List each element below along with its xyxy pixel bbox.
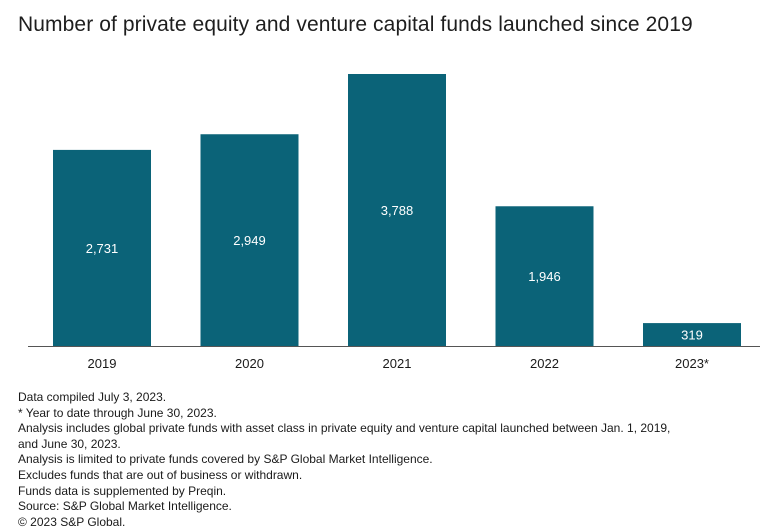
bar-chart: 2,731 2019 2,949 2020 3,788 2021 1,946 2022 319 2…	[28, 74, 760, 371]
data-label: 2,731	[86, 241, 119, 256]
bar-2020	[200, 134, 299, 346]
note-line: Analysis is limited to private funds cov…	[18, 452, 433, 467]
x-tick-label: 2019	[88, 356, 117, 371]
data-label: 1,946	[528, 269, 561, 284]
bar-2021	[348, 74, 446, 346]
x-tick-label: 2022	[530, 356, 559, 371]
note-line: Excludes funds that are out of business …	[18, 467, 303, 482]
note-line: and June 30, 2023.	[18, 436, 121, 451]
bar-2023	[643, 323, 741, 346]
data-label: 319	[681, 328, 703, 343]
note-line: Data compiled July 3, 2023.	[18, 390, 167, 404]
note-line: Funds data is supplemented by Preqin.	[18, 483, 227, 498]
bar-2019	[53, 149, 151, 346]
note-line: © 2023 S&P Global.	[18, 514, 126, 529]
chart-title: Number of private equity and venture cap…	[18, 13, 693, 36]
x-tick-label: 2020	[235, 356, 264, 371]
bar-2022	[495, 206, 594, 346]
x-tick-label: 2021	[383, 356, 412, 371]
note-line: * Year to date through June 30, 2023.	[18, 405, 217, 420]
chart-notes: Data compiled July 3, 2023. * Year to da…	[18, 390, 768, 530]
data-label: 3,788	[381, 203, 414, 218]
note-line: Analysis includes global private funds w…	[18, 421, 671, 436]
note-line: Source: S&P Global Market Intelligence.	[18, 499, 232, 514]
x-tick-label: 2023*	[675, 356, 709, 371]
data-label: 2,949	[233, 233, 266, 248]
